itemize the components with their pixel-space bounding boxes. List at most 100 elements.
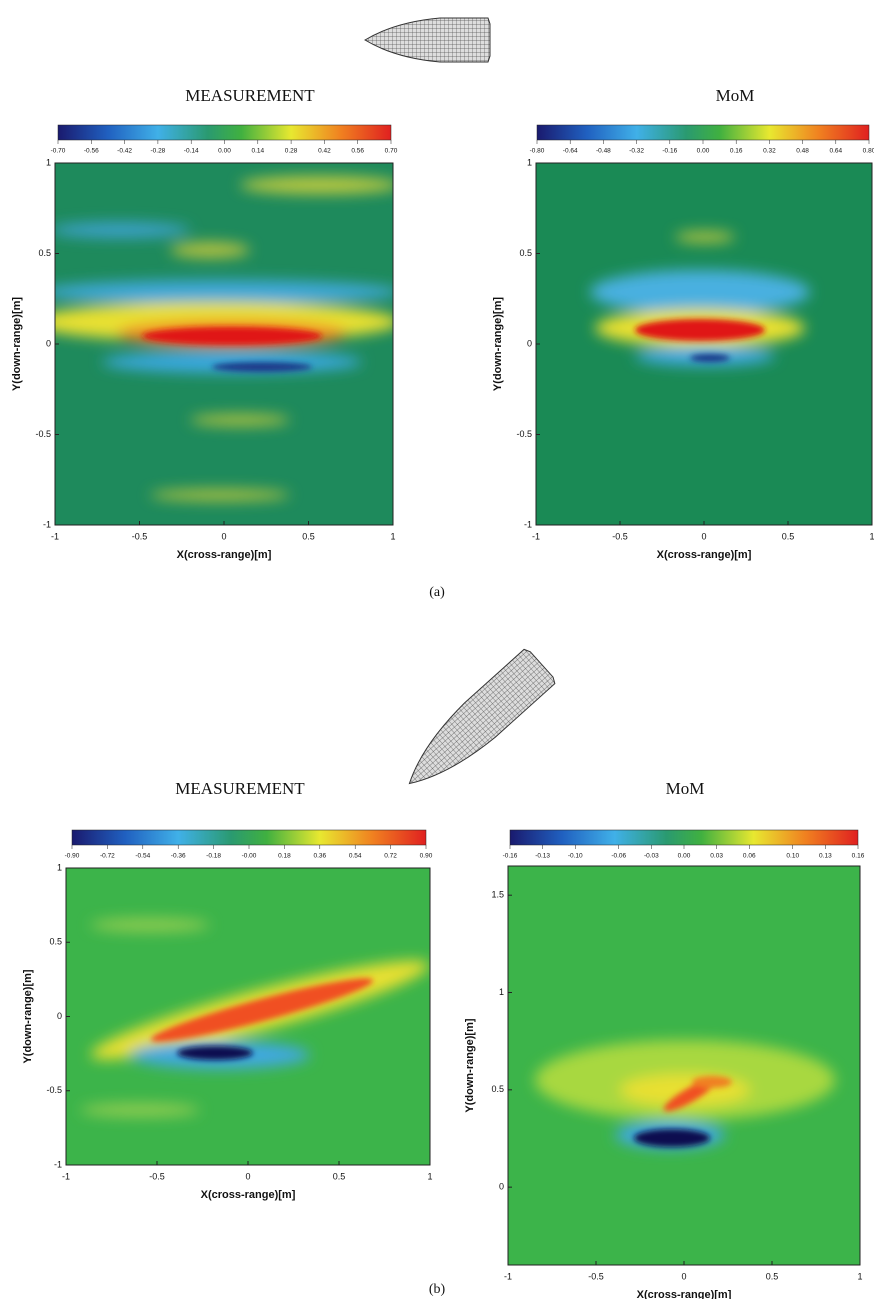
y-tick-label: 0 — [57, 1011, 62, 1021]
panel-title: MEASUREMENT — [175, 779, 305, 798]
x-tick-label: 1 — [869, 531, 874, 541]
x-tick-label: 0.5 — [333, 1171, 346, 1181]
colorbar-tick-label: 0.10 — [786, 853, 799, 860]
x-tick-label: 0 — [221, 531, 226, 541]
colorbar-tick-label: 0.54 — [349, 853, 362, 860]
target-model — [408, 648, 556, 785]
x-tick-label: 0.5 — [302, 531, 315, 541]
x-tick-label: 0.5 — [766, 1271, 779, 1281]
heatmap-field — [508, 866, 860, 1265]
colorbar-tick-label: 0.42 — [318, 148, 331, 155]
colorbar — [536, 124, 870, 141]
y-tick-label: 0.5 — [38, 248, 51, 258]
colorbar — [509, 829, 859, 846]
colorbar-tick-label: -0.16 — [503, 853, 518, 860]
y-tick-label: 0.5 — [519, 248, 532, 258]
x-tick-label: -1 — [51, 531, 59, 541]
colorbar-tick-label: 0.28 — [285, 148, 298, 155]
colorbar — [71, 829, 427, 846]
colorbar-tick-label: 0.13 — [819, 853, 832, 860]
y-tick-label: 0 — [527, 338, 532, 348]
colorbar-tick-label: 0.14 — [251, 148, 264, 155]
colorbar-tick-label: 0.64 — [829, 148, 842, 155]
colorbar-tick-label: 0.16 — [730, 148, 743, 155]
x-tick-label: -0.5 — [132, 531, 148, 541]
colorbar-tick-label: 0.03 — [710, 853, 723, 860]
y-tick-label: 1.5 — [491, 890, 504, 900]
colorbar-tick-label: 0.36 — [313, 853, 326, 860]
colorbar-tick-label: 0.48 — [796, 148, 809, 155]
x-tick-label: -1 — [532, 531, 540, 541]
colorbar-tick-label: -0.36 — [171, 853, 186, 860]
colorbar-tick-label: -0.70 — [51, 148, 66, 155]
colorbar-tick-label: 0.00 — [678, 853, 691, 860]
x-tick-label: -0.5 — [612, 531, 628, 541]
colorbar-tick-label: 0.18 — [278, 853, 291, 860]
colorbar-tick-label: -0.10 — [568, 853, 583, 860]
colorbar-tick-label: 0.00 — [218, 148, 231, 155]
x-tick-label: -0.5 — [588, 1271, 604, 1281]
colorbar-tick-label: -0.54 — [135, 853, 150, 860]
x-tick-label: 1 — [427, 1171, 432, 1181]
colorbar-tick-label: -0.48 — [596, 148, 611, 155]
y-tick-label: 0.5 — [491, 1084, 504, 1094]
colorbar-tick-label: -0.28 — [150, 148, 165, 155]
x-tick-label: 1 — [390, 531, 395, 541]
panel-title: MEASUREMENT — [185, 86, 315, 105]
y-tick-label: -1 — [524, 519, 532, 529]
colorbar-tick-label: -0.16 — [662, 148, 677, 155]
y-tick-label: 1 — [57, 862, 62, 872]
colorbar-tick-label: 0.80 — [863, 148, 874, 155]
x-tick-label: 1 — [857, 1271, 862, 1281]
colorbar-tick-label: -0.13 — [535, 853, 550, 860]
x-axis-label: X(cross-range)[m] — [201, 1189, 296, 1201]
y-axis-label: Y(down-range)[m] — [464, 1018, 476, 1112]
x-tick-label: -1 — [504, 1271, 512, 1281]
x-tick-label: 0.5 — [782, 531, 795, 541]
colorbar-tick-label: 0.56 — [351, 148, 364, 155]
colorbar-tick-label: 0.90 — [420, 853, 433, 860]
y-tick-label: 0 — [499, 1182, 504, 1192]
y-tick-label: 1 — [46, 157, 51, 167]
x-tick-label: 0 — [681, 1271, 686, 1281]
x-tick-label: -0.5 — [149, 1171, 165, 1181]
colorbar-tick-label: -0.90 — [65, 853, 80, 860]
colorbar-tick-label: 0.16 — [852, 853, 865, 860]
colorbar-tick-label: -0.64 — [563, 148, 578, 155]
y-tick-label: 0 — [46, 338, 51, 348]
colorbar-tick-label: -0.06 — [611, 853, 626, 860]
y-tick-label: 1 — [499, 987, 504, 997]
caption: (b) — [429, 1282, 446, 1297]
x-axis-label: X(cross-range)[m] — [657, 549, 752, 561]
colorbar — [57, 124, 392, 141]
heatmap-field — [66, 868, 430, 1165]
y-axis-label: Y(down-range)[m] — [11, 297, 23, 391]
y-tick-label: 0.5 — [49, 937, 62, 947]
colorbar-tick-label: -0.80 — [530, 148, 545, 155]
y-tick-label: -0.5 — [516, 429, 532, 439]
caption: (a) — [429, 585, 445, 600]
colorbar-tick-label: 0.72 — [384, 853, 397, 860]
y-axis-label: Y(down-range)[m] — [22, 969, 34, 1063]
y-tick-label: -0.5 — [46, 1085, 62, 1095]
x-tick-label: -1 — [62, 1171, 70, 1181]
colorbar-tick-label: -0.42 — [117, 148, 132, 155]
y-tick-label: -0.5 — [35, 429, 51, 439]
y-tick-label: -1 — [43, 519, 51, 529]
x-tick-label: 0 — [245, 1171, 250, 1181]
x-axis-label: X(cross-range)[m] — [177, 549, 272, 561]
target-model — [364, 17, 491, 63]
y-tick-label: 1 — [527, 157, 532, 167]
colorbar-tick-label: 0.32 — [763, 148, 776, 155]
panel-title: MoM — [716, 86, 755, 105]
y-tick-label: -1 — [54, 1159, 62, 1169]
colorbar-tick-label: -0.14 — [184, 148, 199, 155]
colorbar-tick-label: -0.72 — [100, 853, 115, 860]
colorbar-tick-label: -0.00 — [242, 853, 257, 860]
heatmap-field — [55, 163, 393, 525]
colorbar-tick-label: 0.00 — [697, 148, 710, 155]
y-axis-label: Y(down-range)[m] — [492, 297, 504, 391]
colorbar-tick-label: -0.18 — [206, 853, 221, 860]
colorbar-tick-label: -0.32 — [629, 148, 644, 155]
